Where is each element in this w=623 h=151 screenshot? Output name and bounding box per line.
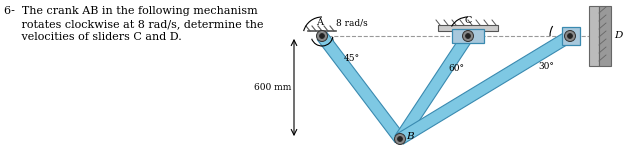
Text: A: A	[316, 18, 323, 27]
Circle shape	[397, 137, 402, 141]
Polygon shape	[397, 31, 573, 144]
Text: B: B	[406, 132, 414, 141]
Text: 600 mm: 600 mm	[254, 83, 291, 92]
Text: D: D	[614, 32, 622, 40]
Bar	[562, 27, 580, 45]
Circle shape	[568, 34, 573, 39]
Text: rotates clockwise at 8 rad/s, determine the: rotates clockwise at 8 rad/s, determine …	[4, 19, 264, 29]
Circle shape	[394, 133, 406, 145]
Bar	[599, 6, 611, 66]
Text: 30°: 30°	[538, 62, 554, 71]
Circle shape	[316, 31, 328, 42]
Circle shape	[320, 34, 325, 39]
Circle shape	[465, 34, 470, 39]
Text: 45°: 45°	[344, 54, 360, 63]
Text: 8 rad/s: 8 rad/s	[336, 18, 368, 27]
Bar	[438, 25, 498, 31]
Text: C: C	[464, 16, 472, 25]
Circle shape	[564, 31, 576, 42]
Circle shape	[462, 31, 473, 42]
Bar	[589, 6, 599, 66]
Text: velocities of sliders C and D.: velocities of sliders C and D.	[4, 32, 182, 42]
Bar	[452, 29, 484, 43]
Polygon shape	[395, 33, 473, 142]
Text: 6-  The crank AB in the following mechanism: 6- The crank AB in the following mechani…	[4, 6, 258, 16]
Polygon shape	[317, 32, 405, 143]
Text: 60°: 60°	[448, 64, 464, 73]
